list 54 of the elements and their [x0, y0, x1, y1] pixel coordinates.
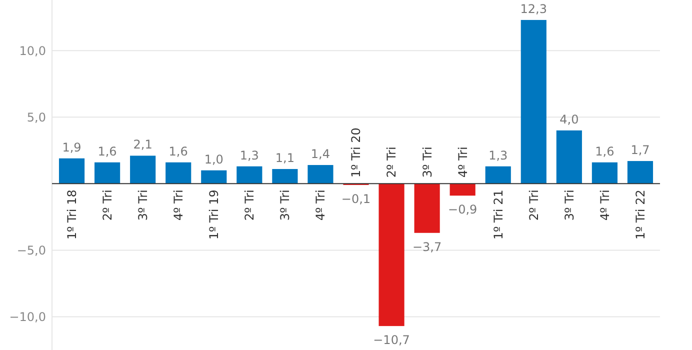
x-tick-label: 1º Tri 21 [491, 190, 506, 240]
x-tick-label: 3º Tri [420, 146, 434, 178]
data-label: 1,6 [168, 144, 188, 158]
data-label: 1,3 [240, 148, 259, 162]
bar [166, 162, 192, 184]
x-tick-label: 4º Tri [598, 190, 612, 221]
bar [556, 130, 582, 184]
x-tick-label: 3º Tri [278, 190, 292, 221]
x-tick-label: 2º Tri [242, 190, 257, 221]
data-label: −10,7 [373, 333, 410, 348]
x-tick-label: 2º Tri [100, 190, 114, 221]
bar [130, 156, 156, 184]
x-tick-label: 1º Tri 18 [64, 190, 79, 240]
x-tick-label: 4º Tri [456, 146, 470, 178]
data-label: 1,1 [275, 151, 294, 166]
data-label: 2,1 [133, 138, 152, 152]
bar [308, 165, 334, 184]
x-tick-label: 1º Tri 22 [633, 190, 648, 240]
x-tick-label: 4º Tri [314, 190, 328, 221]
y-tick-label: 5,0 [26, 110, 46, 124]
y-tick-label: −10,0 [9, 310, 46, 324]
bar [450, 184, 476, 196]
bar [520, 20, 546, 184]
data-label: 12,3 [520, 2, 548, 16]
data-label: −3,7 [412, 240, 442, 254]
x-tick-label: 2º Tri [384, 146, 399, 178]
data-label: 4,0 [560, 112, 579, 126]
data-label: 1,6 [595, 144, 614, 158]
y-tick-label: −5,0 [16, 243, 46, 258]
bar [94, 162, 120, 184]
x-tick-label: 2º Tri [526, 190, 541, 221]
x-tick-label: 3º Tri [136, 190, 150, 221]
bar [592, 162, 618, 184]
data-label: −0,1 [341, 192, 371, 206]
x-tick-label: 3º Tri [562, 190, 576, 221]
x-tick-label: 1º Tri 19 [207, 190, 222, 240]
data-label: 1,0 [204, 152, 224, 166]
data-label: 1,9 [62, 140, 82, 154]
bar [627, 161, 654, 184]
bar [272, 169, 298, 184]
data-label: 1,3 [488, 148, 508, 162]
bar [201, 170, 227, 184]
data-label: −0,9 [448, 202, 478, 217]
x-tick-label: 4º Tri [172, 190, 186, 221]
bar [485, 166, 511, 184]
bar [236, 166, 262, 184]
x-tick-label: 1º Tri 20 [349, 128, 364, 178]
data-label: 1,7 [630, 143, 650, 158]
data-label: 1,6 [98, 144, 117, 158]
data-label: 1,4 [310, 147, 330, 162]
y-tick-label: 10,0 [19, 44, 46, 58]
bar [414, 184, 440, 233]
bar [378, 184, 404, 326]
bar [58, 158, 85, 184]
